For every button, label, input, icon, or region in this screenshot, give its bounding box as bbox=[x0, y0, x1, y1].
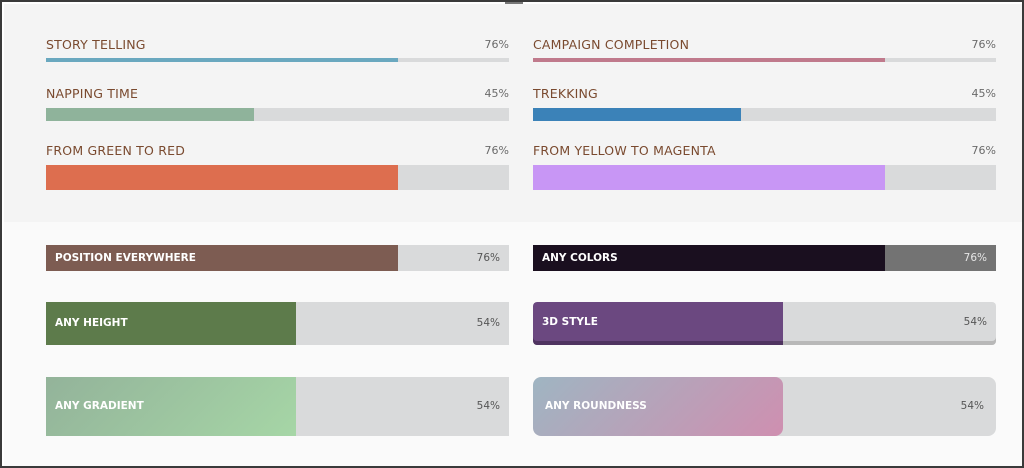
progress-bar-story-telling: STORY TELLING 76% bbox=[46, 37, 509, 65]
progress-bar-3d-style: 3D STYLE 54% bbox=[533, 302, 996, 345]
progress-bar-trekking: TREKKING 45% bbox=[533, 86, 996, 122]
bar-value: 76% bbox=[484, 38, 509, 51]
bar-value: 54% bbox=[960, 400, 984, 412]
progress-bar-position-everywhere: POSITION EVERYWHERE 76% bbox=[46, 245, 509, 271]
bar-fill bbox=[533, 165, 885, 190]
bar-value: 76% bbox=[971, 38, 996, 51]
progress-bar-any-colors: ANY COLORS 76% bbox=[533, 245, 996, 271]
progress-bar-any-roundness: ANY ROUNDNESS 54% bbox=[533, 377, 996, 436]
bar-value: 76% bbox=[963, 252, 987, 264]
bar-label: 3D STYLE bbox=[542, 316, 598, 328]
bar-value: 45% bbox=[484, 87, 509, 100]
bar-label: FROM GREEN TO RED bbox=[46, 143, 186, 158]
bar-label: TREKKING bbox=[533, 86, 598, 101]
bar-fill bbox=[533, 302, 784, 345]
progress-bar-green-to-red: FROM GREEN TO RED 76% bbox=[46, 143, 509, 191]
bar-value: 54% bbox=[963, 316, 987, 328]
bar-label: NAPPING TIME bbox=[46, 86, 139, 101]
simple-bars-section: STORY TELLING 76% CAMPAIGN COMPLETION 76… bbox=[4, 4, 1022, 222]
progress-bar-any-gradient: ANY GRADIENT 54% bbox=[46, 377, 509, 436]
bar-fill bbox=[533, 245, 885, 271]
bar-value: 76% bbox=[484, 144, 509, 157]
bar-fill bbox=[46, 245, 398, 271]
progress-bar-any-height: ANY HEIGHT 54% bbox=[46, 302, 509, 345]
bar-fill bbox=[46, 302, 297, 345]
styled-bars-section: POSITION EVERYWHERE 76% ANY COLORS 76% A… bbox=[4, 222, 1022, 466]
bar-label: ANY COLORS bbox=[542, 252, 618, 264]
bar-fill bbox=[533, 108, 742, 121]
bar-fill bbox=[533, 58, 885, 62]
bar-fill bbox=[46, 377, 297, 436]
bar-value: 76% bbox=[971, 144, 996, 157]
bar-fill bbox=[46, 58, 398, 62]
bar-value: 54% bbox=[476, 317, 500, 329]
bar-track bbox=[46, 108, 509, 121]
bar-fill bbox=[46, 108, 255, 121]
top-tab-marker bbox=[505, 2, 523, 4]
bar-track bbox=[533, 108, 996, 121]
bar-value: 45% bbox=[971, 87, 996, 100]
bar-label: STORY TELLING bbox=[46, 37, 146, 52]
progress-bar-campaign-completion: CAMPAIGN COMPLETION 76% bbox=[533, 37, 996, 65]
bar-value: 54% bbox=[476, 400, 500, 412]
bar-label: ANY GRADIENT bbox=[55, 400, 144, 412]
bar-track bbox=[533, 165, 996, 190]
bar-label: POSITION EVERYWHERE bbox=[55, 252, 196, 264]
bar-label: ANY HEIGHT bbox=[55, 317, 128, 329]
bar-label: ANY ROUNDNESS bbox=[545, 400, 647, 412]
bar-label: CAMPAIGN COMPLETION bbox=[533, 37, 690, 52]
progress-bar-yellow-to-magenta: FROM YELLOW TO MAGENTA 76% bbox=[533, 143, 996, 191]
bar-track bbox=[46, 58, 509, 62]
bar-fill bbox=[46, 165, 398, 190]
bar-label: FROM YELLOW TO MAGENTA bbox=[533, 143, 716, 158]
bar-track bbox=[533, 58, 996, 62]
bar-fill bbox=[533, 377, 784, 436]
bar-track bbox=[46, 165, 509, 190]
progress-bar-napping-time: NAPPING TIME 45% bbox=[46, 86, 509, 122]
bar-value: 76% bbox=[476, 252, 500, 264]
